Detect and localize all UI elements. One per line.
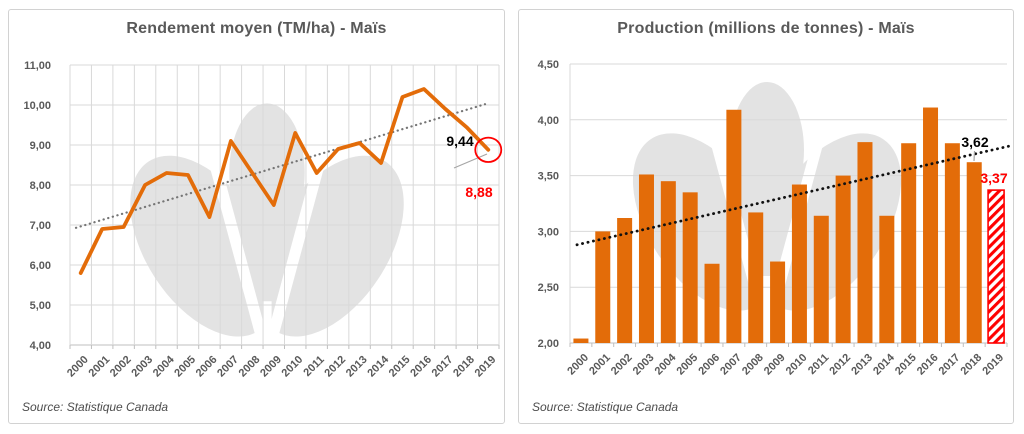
data-point-label-2018: 9,44 [446, 133, 473, 149]
x-axis-year-label: 2014 [365, 353, 391, 378]
bar-2016 [923, 107, 939, 343]
x-axis-year-label: 2005 [172, 354, 198, 378]
y-axis-tick-label: 9,00 [30, 140, 51, 152]
x-axis-year-label: 2011 [301, 354, 326, 378]
x-axis-year-label: 2011 [806, 352, 831, 377]
bar-2015 [901, 143, 917, 343]
x-axis-year-label: 2015 [387, 354, 413, 378]
bar-2019 [987, 189, 1005, 344]
wheat-plant-watermark-icon [130, 103, 404, 375]
x-axis-year-label: 2010 [784, 352, 810, 378]
x-axis-year-label: 2018 [451, 354, 477, 378]
watermark-bud [229, 103, 305, 243]
x-axis-year-label: 2006 [696, 352, 722, 378]
y-axis-tick-label: 4,50 [538, 59, 559, 71]
bar-2001 [595, 231, 611, 343]
bar-2009 [770, 261, 786, 343]
bar-2008 [748, 212, 764, 343]
x-axis-year-label: 2000 [65, 354, 91, 378]
x-axis-year-label: 2007 [718, 352, 744, 378]
bar-2017 [944, 143, 960, 343]
y-axis-tick-label: 4,00 [30, 340, 51, 352]
x-axis-year-label: 2017 [430, 354, 456, 378]
x-axis-year-label: 2015 [893, 352, 919, 378]
annotation-leader-line [453, 153, 488, 169]
production-chart-plot: 4,50 4,00 3,50 3,00 2,50 2,00 2000200120022003… [538, 59, 1013, 378]
x-axis-year-label: 2002 [609, 352, 635, 378]
bar-2018 [966, 162, 982, 343]
x-axis-year-label: 2001 [587, 352, 613, 378]
y-axis-tick-label: 3,00 [538, 226, 559, 238]
x-axis-year-label: 2016 [408, 354, 434, 378]
data-point-label-2018: 3,62 [961, 134, 988, 150]
bar-2006 [704, 263, 720, 343]
x-axis-year-label: 2016 [915, 352, 941, 378]
x-axis-year-label: 2013 [849, 352, 875, 378]
bar-2002 [617, 218, 633, 343]
x-axis-year-label: 2008 [740, 352, 766, 378]
x-axis-year-label: 2001 [86, 354, 112, 378]
bar-2012 [835, 175, 851, 343]
x-axis-year-label: 2003 [129, 354, 155, 378]
bar-2007 [726, 109, 742, 343]
bar-2000 [573, 338, 589, 343]
yield-data-line [78, 87, 491, 275]
annotation-leader-line [973, 150, 976, 162]
bar-2014 [879, 215, 895, 343]
x-axis-year-label: 2017 [937, 352, 963, 378]
production-chart-panel: Production (millions de tonnes) - Maïs 4… [518, 9, 1014, 424]
x-axis-year-label: 2010 [280, 354, 306, 378]
x-axis-year-label: 2018 [959, 352, 985, 378]
y-axis-tick-label: 3,50 [538, 171, 559, 183]
x-axis-year-label: 2012 [827, 352, 853, 378]
x-axis-year-label: 2019 [473, 354, 499, 378]
x-axis-year-label: 2007 [215, 354, 241, 378]
x-axis-year-label: 2002 [108, 354, 134, 378]
x-axis-year-label: 2004 [653, 351, 679, 377]
bar-2010 [791, 184, 807, 343]
data-point-label-2019: 3,37 [980, 170, 1007, 186]
source-label: Source: Statistique Canada [532, 400, 679, 414]
y-axis-tick-label: 10,00 [23, 100, 51, 112]
x-axis-year-label: 2009 [762, 352, 788, 378]
yield-chart-plot: 11,0010,009,008,007,006,005,004,00200020… [23, 60, 503, 378]
y-axis-tick-label: 2,50 [538, 282, 559, 294]
trendline [74, 103, 487, 229]
production-chart-title: Production (millions de tonnes) - Maïs [617, 20, 915, 37]
bar-2005 [682, 192, 698, 343]
x-axis-year-label: 2004 [151, 353, 177, 378]
bar-2003 [638, 174, 654, 343]
y-axis-tick-label: 11,00 [24, 60, 51, 72]
bar-2004 [660, 181, 676, 343]
x-axis-year-label: 2000 [565, 352, 591, 378]
last-point-highlight-circle [474, 136, 503, 163]
bar-2011 [813, 215, 829, 343]
x-axis-year-label: 2014 [871, 351, 897, 377]
source-label: Source: Statistique Canada [22, 400, 169, 414]
x-axis-year-label: 2013 [344, 354, 370, 378]
x-axis-year-label: 2006 [194, 354, 220, 378]
x-axis-year-label: 2012 [322, 354, 348, 378]
y-axis-tick-label: 5,00 [30, 300, 51, 312]
yield-chart-panel: Rendement moyen (TM/ha) - Maïs 11,00 10,0… [8, 9, 505, 424]
y-axis-tick-label: 4,00 [538, 115, 559, 127]
x-axis-year-label: 2003 [631, 352, 657, 378]
yield-chart-title: Rendement moyen (TM/ha) - Maïs [126, 20, 387, 37]
y-axis-tick-label: 8,00 [30, 180, 51, 192]
x-axis-year-label: 2005 [674, 352, 700, 378]
x-axis-year-label: 2008 [237, 354, 263, 378]
y-axis-tick-label: 7,00 [30, 220, 51, 232]
data-point-label-2019: 8,88 [465, 184, 492, 200]
watermark-bud [730, 82, 804, 218]
bar-2013 [857, 142, 873, 343]
trendline [575, 144, 1013, 247]
x-axis-year-label: 2019 [980, 352, 1006, 378]
y-axis-tick-label: 6,00 [30, 260, 51, 272]
y-axis-tick-label: 2,00 [538, 338, 559, 350]
